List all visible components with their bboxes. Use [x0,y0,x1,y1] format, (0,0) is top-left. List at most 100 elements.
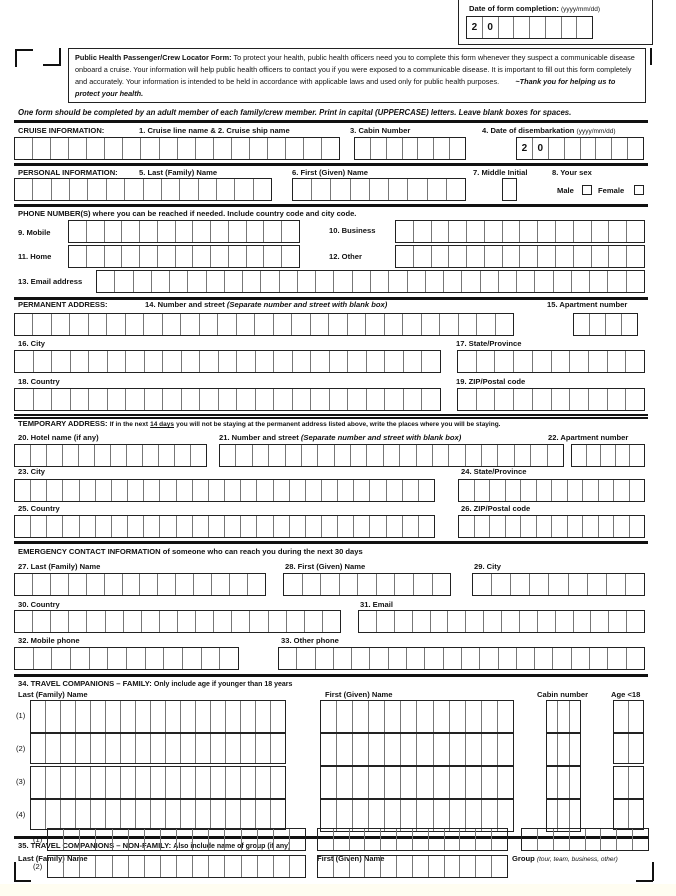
input-cell[interactable] [52,314,71,335]
input-cell[interactable] [554,829,570,850]
input-cell[interactable] [389,271,408,292]
other-phone-boxes[interactable] [395,245,645,268]
input-cell[interactable] [163,389,182,410]
input-cell[interactable] [144,179,162,200]
input-cell[interactable] [429,856,445,877]
input-cell[interactable] [492,829,507,850]
input-cell[interactable] [535,271,554,292]
input-cell[interactable] [232,611,251,632]
input-cell[interactable] [303,574,322,595]
input-cell[interactable] [212,574,231,595]
input-cell[interactable] [433,445,450,466]
input-cell[interactable] [311,314,330,335]
input-cell[interactable] [220,648,238,669]
input-cell[interactable] [163,314,182,335]
input-cell[interactable] [466,734,482,765]
input-cell[interactable] [608,648,627,669]
input-cell[interactable] [293,389,312,410]
input-cell[interactable] [403,480,419,501]
input-cell[interactable] [306,516,322,537]
input-cell[interactable] [200,389,219,410]
input-cell[interactable] [538,829,554,850]
input-cell[interactable] [431,611,449,632]
input-cell[interactable] [450,138,465,159]
input-cell[interactable] [274,480,290,501]
input-cell[interactable] [481,271,499,292]
temp-country-boxes[interactable] [14,515,435,538]
input-cell[interactable] [548,445,563,466]
input-cell[interactable] [193,246,212,267]
input-cell[interactable] [107,179,126,200]
input-cell[interactable] [69,138,88,159]
input-cell[interactable] [449,246,468,267]
input-cell[interactable] [115,271,134,292]
input-cell[interactable] [237,314,256,335]
input-cell[interactable] [370,648,389,669]
family-last-boxes[interactable] [30,766,286,799]
input-cell[interactable] [556,611,574,632]
family-first-boxes[interactable] [320,733,514,766]
input-cell[interactable] [180,179,199,200]
input-cell[interactable] [384,445,401,466]
input-cell[interactable] [108,351,127,372]
input-cell[interactable] [34,389,53,410]
input-cell[interactable] [590,271,609,292]
input-cell[interactable] [121,767,136,798]
input-cell[interactable] [321,574,340,595]
input-cell[interactable] [337,800,354,831]
input-cell[interactable] [31,516,48,537]
input-cell[interactable] [71,389,90,410]
input-cell[interactable] [196,611,215,632]
input-cell[interactable] [574,611,592,632]
input-cell[interactable] [229,221,247,242]
input-cell[interactable] [89,314,108,335]
input-cell[interactable] [321,734,338,765]
input-cell[interactable] [330,351,349,372]
input-cell[interactable] [413,856,429,877]
input-cell[interactable] [107,314,126,335]
input-cell[interactable] [290,516,306,537]
input-cell[interactable] [395,574,414,595]
input-cell[interactable] [160,611,178,632]
cabin-number-boxes[interactable] [354,137,466,160]
input-cell[interactable] [434,734,450,765]
input-cell[interactable] [106,767,121,798]
input-cell[interactable] [475,516,490,537]
input-cell[interactable] [413,829,429,850]
input-cell[interactable] [574,221,592,242]
input-cell[interactable] [434,701,450,732]
group-boxes[interactable] [521,828,649,851]
perm-zip-boxes[interactable] [457,388,645,411]
input-cell[interactable] [269,611,287,632]
input-cell[interactable] [145,351,164,372]
input-cell[interactable] [271,701,285,732]
input-cell[interactable] [537,480,552,501]
input-cell[interactable] [152,271,171,292]
input-cell[interactable] [257,480,274,501]
input-cell[interactable]: 0 [533,138,549,159]
input-cell[interactable] [609,246,628,267]
input-cell[interactable] [572,271,591,292]
input-cell[interactable] [96,829,113,850]
input-cell[interactable] [389,179,409,200]
input-cell[interactable] [15,516,32,537]
input-cell[interactable] [31,701,46,732]
input-cell[interactable] [226,701,241,732]
input-cell[interactable] [462,648,481,669]
input-cell[interactable] [15,648,34,669]
input-cell[interactable] [425,648,444,669]
input-cell[interactable] [225,516,242,537]
input-cell[interactable] [614,480,630,501]
input-cell[interactable] [450,800,466,831]
input-cell[interactable] [311,389,330,410]
input-cell[interactable] [568,516,583,537]
input-cell[interactable] [477,314,496,335]
input-cell[interactable] [318,829,334,850]
input-cell[interactable] [196,800,211,829]
input-cell[interactable] [145,856,161,877]
input-cell[interactable] [87,574,105,595]
input-cell[interactable] [445,829,461,850]
input-cell[interactable] [477,389,496,410]
input-cell[interactable] [274,314,293,335]
